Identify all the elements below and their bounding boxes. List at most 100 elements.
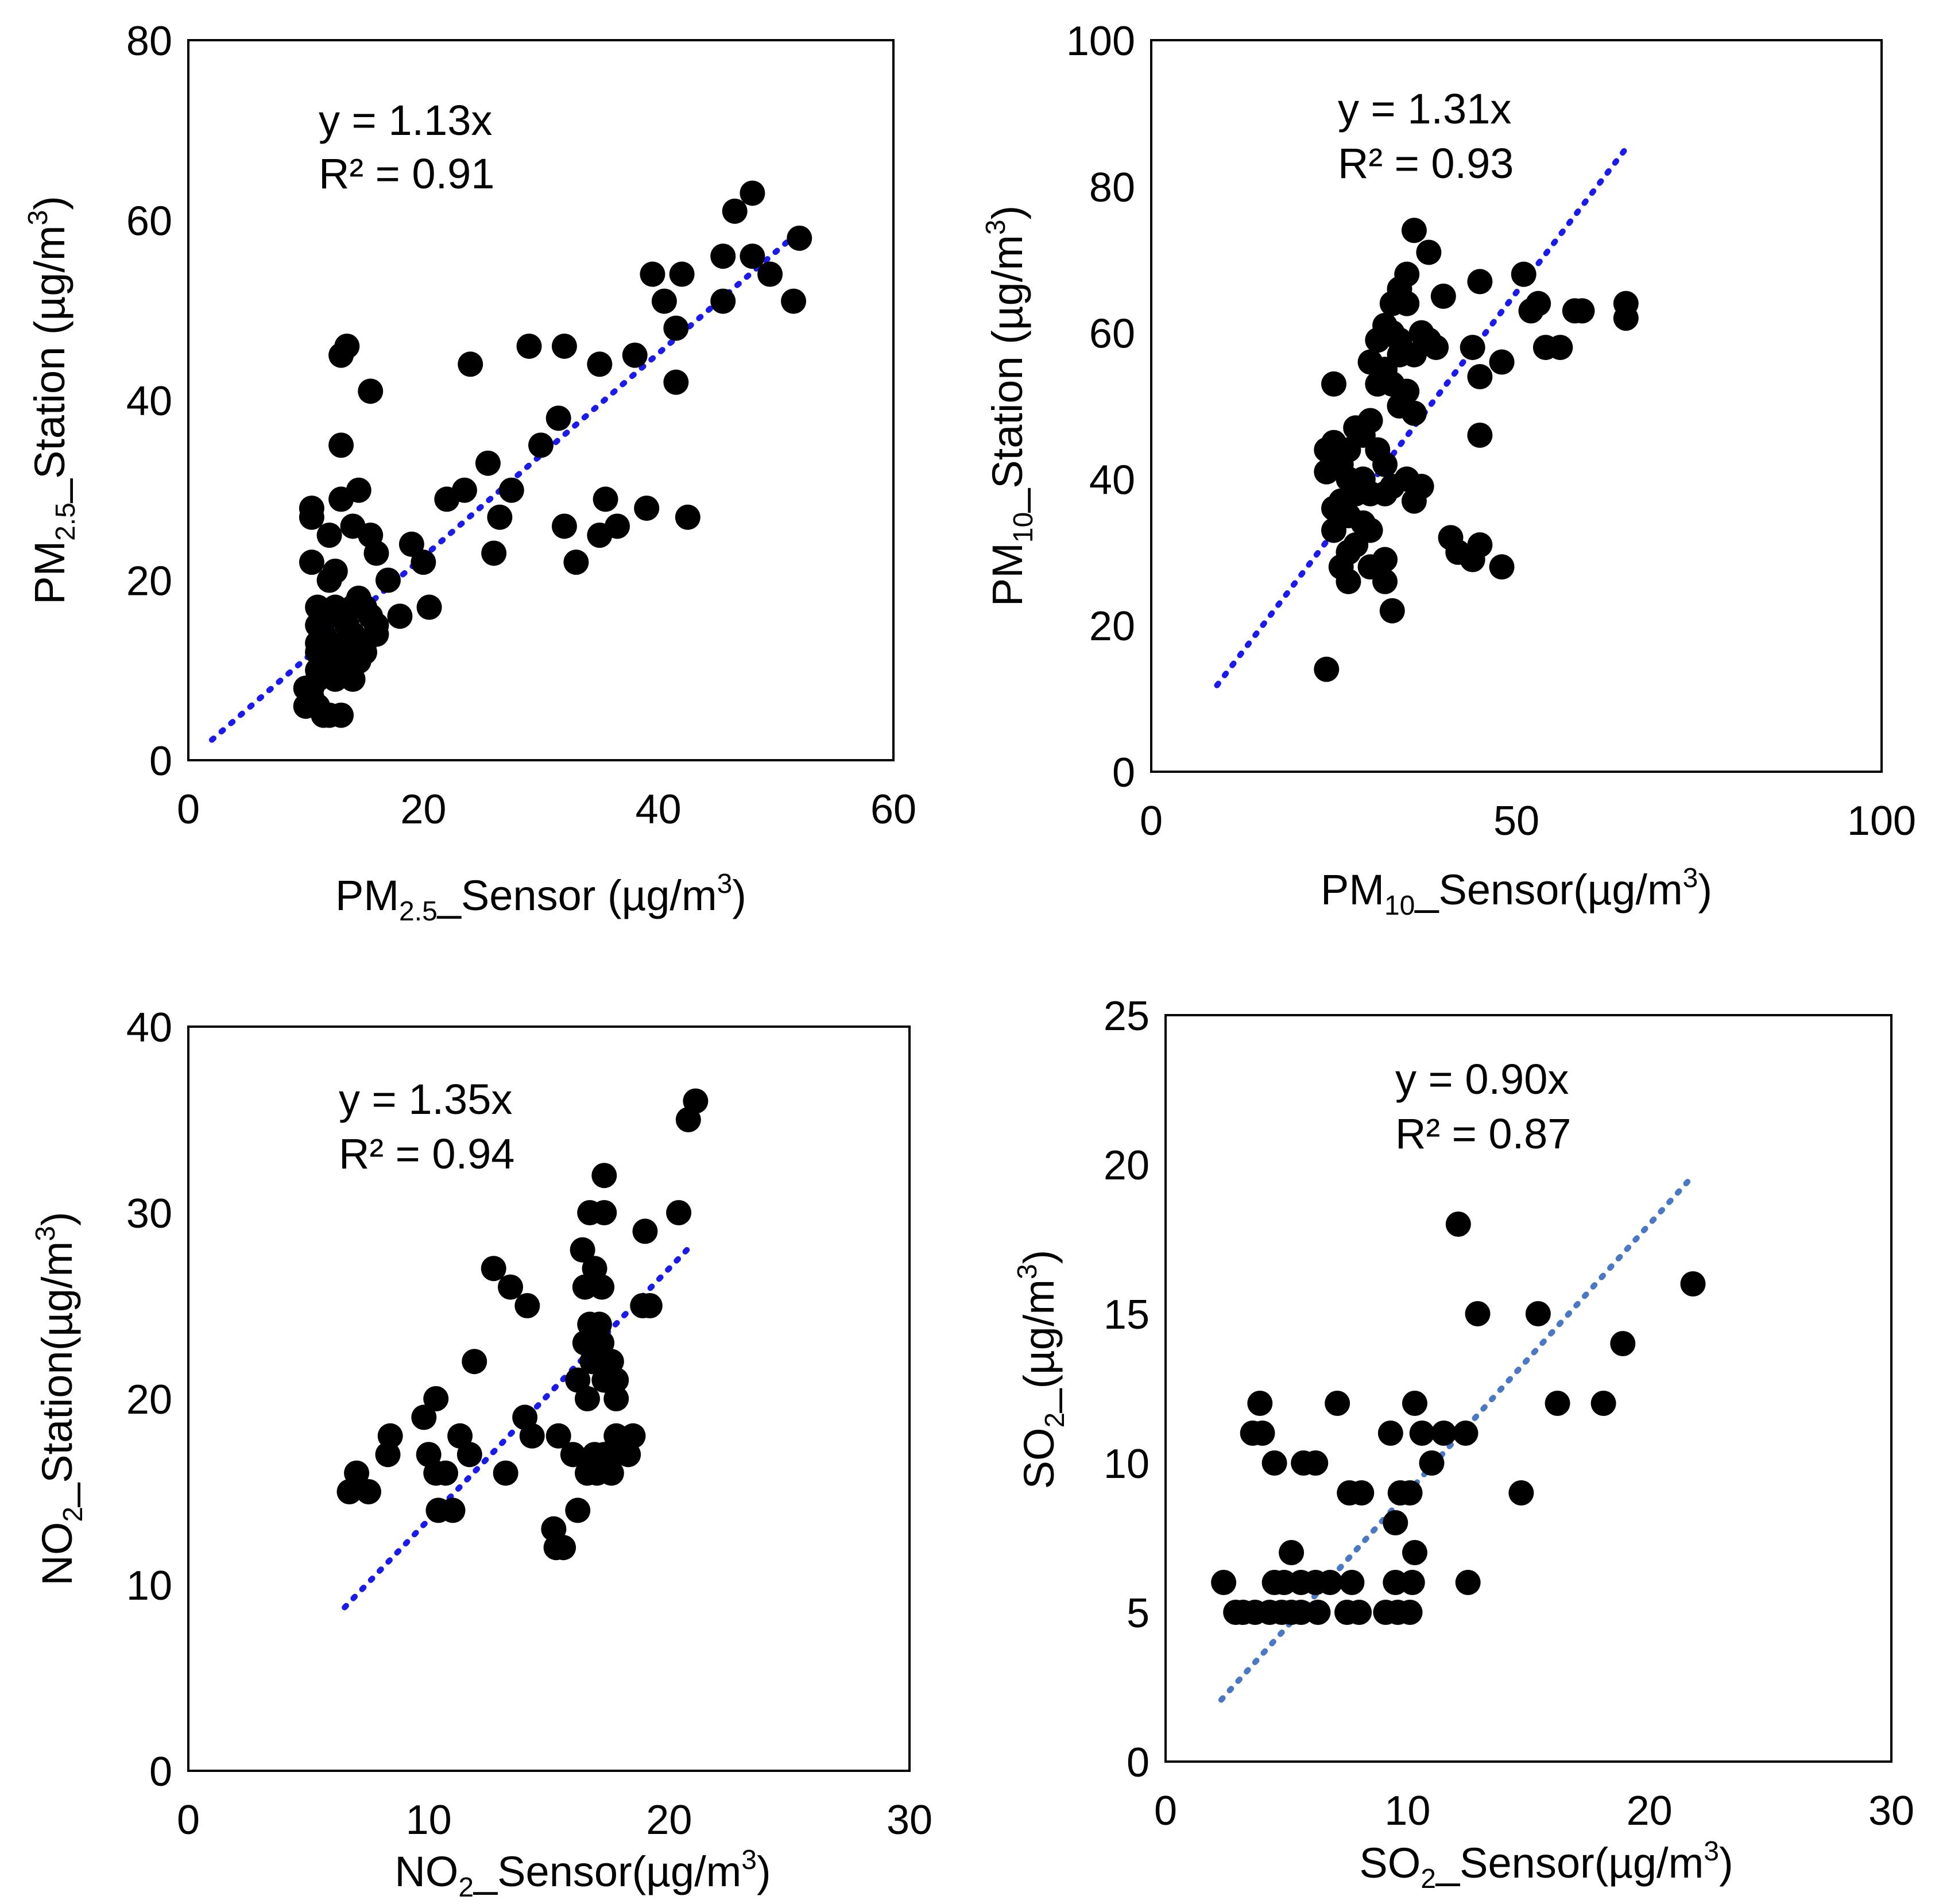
data-point — [675, 504, 700, 530]
data-point — [634, 496, 660, 521]
r-squared-label: R² = 0.91 — [319, 150, 494, 198]
data-point — [1379, 598, 1405, 624]
data-point — [1613, 305, 1639, 331]
r-squared-label: R² = 0.94 — [339, 1130, 514, 1178]
trendline — [1214, 145, 1629, 688]
y-tick-label: 80 — [1089, 165, 1135, 211]
x-tick-labels: 0 10 20 30 — [1154, 1788, 1914, 1834]
data-point — [498, 1274, 524, 1300]
data-point — [519, 1423, 545, 1449]
data-point — [328, 702, 354, 728]
data-points — [293, 180, 812, 728]
data-point — [514, 1293, 540, 1318]
y-tick-labels: 0 20 40 60 80 — [126, 18, 172, 784]
data-point — [1455, 1570, 1481, 1595]
data-point — [1460, 335, 1485, 361]
x-axis-label: PM2.5_Sensor (µg/m3) — [335, 869, 746, 927]
data-point — [1365, 327, 1391, 353]
data-point — [551, 333, 577, 359]
x-tick-label: 20 — [1627, 1788, 1673, 1834]
data-point — [622, 342, 648, 368]
data-point — [630, 1293, 656, 1318]
y-tick-label: 60 — [1089, 311, 1135, 357]
data-point — [593, 486, 618, 512]
data-point — [1525, 1301, 1551, 1326]
x-tick-label: 60 — [870, 787, 916, 833]
data-point — [387, 603, 413, 629]
y-tick-labels: 0 20 40 60 80 100 — [1066, 18, 1135, 796]
data-point — [1453, 1421, 1479, 1446]
data-point — [423, 1386, 449, 1411]
data-point — [574, 1386, 600, 1411]
data-point — [1445, 1212, 1471, 1237]
data-point — [328, 657, 354, 683]
data-point — [1394, 291, 1420, 316]
r-squared-label: R² = 0.93 — [1338, 140, 1514, 187]
y-axis-label: PM10_Station (µg/m3) — [981, 206, 1039, 606]
plot-frame — [187, 1025, 911, 1772]
data-point — [1247, 1391, 1273, 1416]
data-point — [651, 288, 677, 314]
data-point — [346, 477, 371, 503]
plot-frame — [1164, 1014, 1892, 1763]
y-tick-label: 40 — [1089, 457, 1135, 503]
data-point — [1423, 335, 1449, 361]
data-point — [316, 523, 342, 548]
y-tick-label: 20 — [126, 559, 172, 605]
data-point — [545, 1423, 571, 1449]
x-tick-labels: 0 20 40 60 — [177, 787, 916, 833]
x-tick-labels: 0 10 20 30 — [177, 1797, 932, 1843]
data-point — [1397, 1600, 1423, 1625]
data-point — [1317, 1570, 1343, 1595]
x-axis-label: NO2_Sensor(µg/m3) — [394, 1845, 771, 1903]
x-tick-label: 0 — [177, 1797, 200, 1843]
data-point — [1402, 1391, 1427, 1416]
data-points — [1211, 1212, 1706, 1625]
data-point — [1303, 1450, 1329, 1476]
data-point — [1680, 1271, 1706, 1297]
y-tick-label: 15 — [1104, 1292, 1150, 1338]
data-point — [632, 1218, 658, 1244]
data-point — [589, 1274, 615, 1300]
data-point — [363, 612, 389, 638]
y-tick-labels: 0 10 20 30 40 — [126, 1005, 172, 1795]
data-point — [563, 549, 589, 575]
data-point — [493, 1460, 518, 1486]
data-point — [591, 1163, 617, 1189]
data-point — [541, 1516, 567, 1542]
data-point — [1569, 298, 1595, 324]
x-tick-label: 20 — [646, 1797, 692, 1843]
data-point — [451, 477, 477, 503]
data-points — [336, 1088, 709, 1561]
data-point — [605, 513, 630, 539]
data-point — [545, 405, 571, 431]
x-tick-label: 0 — [1154, 1788, 1177, 1834]
data-point — [1211, 1570, 1237, 1595]
data-point — [462, 1349, 487, 1375]
data-point — [358, 378, 384, 404]
data-point — [565, 1497, 591, 1523]
y-tick-label: 20 — [1104, 1143, 1150, 1189]
data-point — [1399, 1570, 1425, 1595]
y-axis-label: SO2_(µg/m3) — [1012, 1250, 1070, 1489]
y-tick-label: 5 — [1127, 1590, 1150, 1636]
x-tick-labels: 0 50 100 — [1140, 798, 1916, 844]
data-point — [787, 225, 812, 251]
data-point — [1357, 554, 1383, 580]
y-tick-labels: 0 5 10 15 20 25 — [1104, 993, 1150, 1786]
data-point — [1305, 1600, 1331, 1625]
x-axis-label: PM10_Sensor(µg/m3) — [1321, 863, 1712, 921]
data-point — [587, 351, 613, 377]
y-tick-label: 0 — [1127, 1740, 1150, 1786]
data-point — [1416, 239, 1442, 265]
data-point — [447, 1423, 473, 1449]
data-point — [603, 1386, 629, 1411]
data-point — [1467, 269, 1493, 295]
data-point — [528, 432, 554, 458]
data-point — [299, 504, 324, 530]
data-point — [1336, 568, 1361, 594]
data-point — [663, 369, 689, 395]
data-point — [740, 180, 765, 206]
